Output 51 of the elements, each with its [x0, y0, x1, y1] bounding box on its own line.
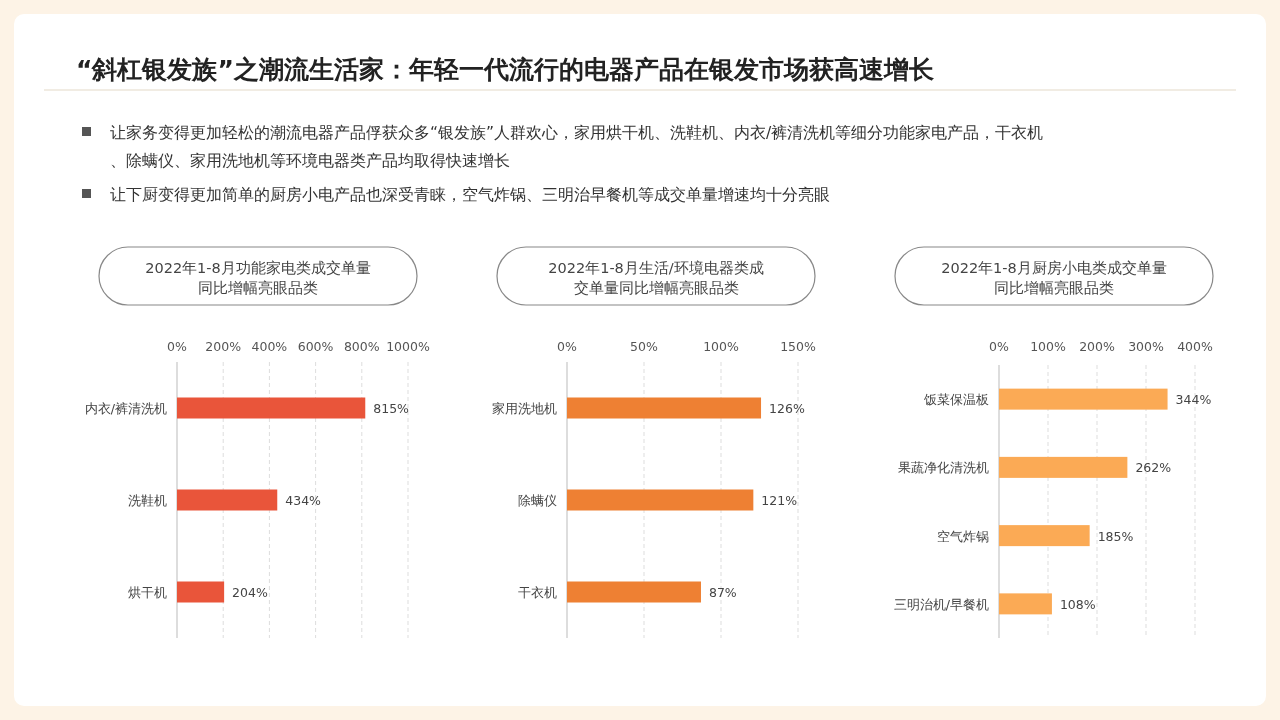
- data-label: 204%: [232, 585, 268, 600]
- data-label: 108%: [1059, 596, 1096, 612]
- data-label: 87%: [708, 585, 737, 600]
- x-tick-label: 1000%: [386, 339, 430, 354]
- x-tick-label: 150%: [780, 339, 816, 354]
- data-label: 126%: [769, 401, 805, 416]
- x-tick-label: 600%: [297, 339, 334, 354]
- y-tick-label: 烘干机: [128, 585, 167, 600]
- y-tick-label: 除螨仪: [518, 493, 557, 508]
- bar: [999, 593, 1052, 615]
- x-tick-label: 200%: [1079, 339, 1115, 354]
- x-tick-label: 800%: [343, 339, 380, 354]
- x-tick-label: 100%: [1030, 339, 1066, 354]
- bar: [177, 489, 278, 511]
- bar: [567, 397, 762, 419]
- data-label: 344%: [1175, 392, 1212, 408]
- data-label: 815%: [373, 401, 410, 416]
- y-tick-label: 家用洗地机: [492, 401, 557, 416]
- y-tick-label: 三明治机/早餐机: [893, 596, 989, 612]
- text: 让下厨变得更加简单的厨房小电产品也深受青睐，空气炸锅、三明治早餐机等成交单量增速均十分亮眼: [110, 186, 830, 204]
- y-tick-label: 空气炸锅: [937, 528, 989, 544]
- data-label: 121%: [761, 493, 798, 508]
- y-tick-label: 果蔬净化清洗机: [898, 460, 989, 476]
- x-tick-label: 0%: [989, 339, 1010, 354]
- text: “斜杠银发族”之潮流生活家：年轻一代流行的电器产品在银发市场获高速增长: [76, 55, 934, 84]
- bar: [177, 397, 366, 419]
- x-tick-label: 400%: [1177, 339, 1213, 354]
- x-tick-label: 200%: [205, 339, 242, 354]
- chart-title: 2022年1-8月生活/环境电器类成交单量同比增幅亮眼品类: [548, 260, 764, 296]
- chart-title: 2022年1-8月厨房小电类成交单量同比增幅亮眼品类: [941, 260, 1167, 296]
- x-tick-label: 0%: [167, 339, 188, 354]
- data-label: 262%: [1135, 460, 1172, 476]
- x-tick-label: 0%: [557, 339, 578, 354]
- x-tick-label: 50%: [630, 339, 659, 354]
- x-tick-label: 100%: [703, 339, 739, 354]
- y-tick-label: 饭菜保温板: [923, 392, 989, 408]
- data-label: 434%: [285, 493, 322, 508]
- bar: [999, 456, 1128, 478]
- x-tick-label: 400%: [251, 339, 288, 354]
- data-label: 185%: [1097, 528, 1134, 544]
- bar: [567, 581, 701, 603]
- chart-title: 2022年1-8月功能家电类成交单量同比增幅亮眼品类: [145, 260, 371, 296]
- text: 让家务变得更加轻松的潮流电器产品俘获众多“银发族”人群欢心，家用烘干机、洗鞋机、内衣/裤清洗机等细分功能家电产品，干衣机、除螨仪、家用洗地机等环境电器类产品均取得快速增长: [110, 124, 1044, 170]
- bar: [999, 525, 1090, 547]
- y-tick-label: 干衣机: [518, 585, 557, 600]
- bar: [999, 388, 1168, 410]
- x-tick-label: 300%: [1128, 339, 1164, 354]
- bar: [177, 581, 225, 603]
- bar: [567, 489, 754, 511]
- y-tick-label: 洗鞋机: [128, 493, 167, 508]
- y-tick-label: 内衣/裤清洗机: [84, 401, 167, 416]
